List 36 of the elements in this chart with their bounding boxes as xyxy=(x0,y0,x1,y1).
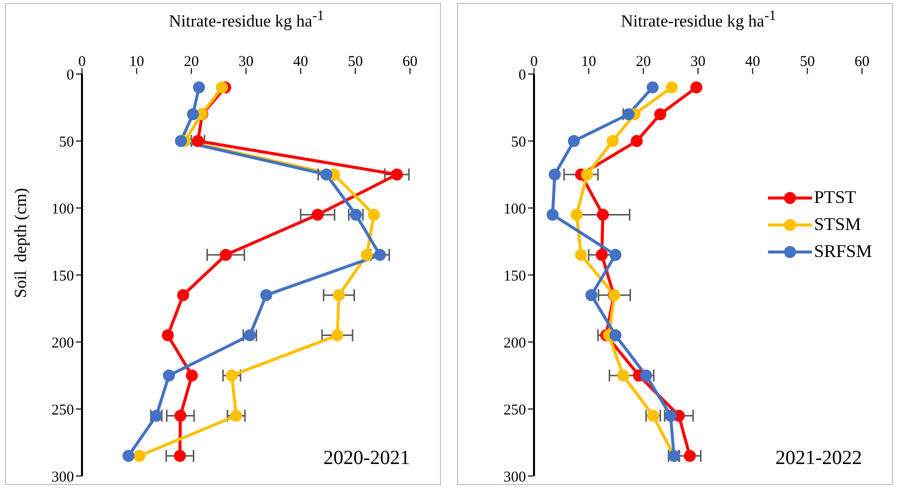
x-axis-title: Nitrate-residue kg ha$^{-1}$ xyxy=(168,8,326,32)
y-tick-label: 200 xyxy=(504,335,526,352)
x-tick-label: 40 xyxy=(293,54,308,70)
y-tick-label: 300 xyxy=(504,469,526,486)
y-tick-label: 0 xyxy=(66,67,74,84)
x-tick-label: 0 xyxy=(78,54,86,70)
x-axis-title: Nitrate-residue kg ha$^{-1}$ xyxy=(620,8,778,32)
y-tick-label: 200 xyxy=(52,335,74,352)
x-tick-label: 20 xyxy=(184,54,199,70)
annotation: 2021-2022 xyxy=(775,447,862,470)
x-tick-label: 0 xyxy=(530,54,538,70)
annotation: 2020-2021 xyxy=(323,447,410,470)
x-tick-label: 40 xyxy=(745,54,760,70)
x-tick-label: 30 xyxy=(238,54,254,70)
x-tick-label: 10 xyxy=(581,54,596,70)
y-tick-label: 250 xyxy=(52,402,74,418)
y-tick-label: 50 xyxy=(511,134,526,150)
x-tick-label: 10 xyxy=(129,54,144,70)
x-tick-label: 30 xyxy=(690,54,706,70)
x-tick-label: 60 xyxy=(854,54,870,70)
x-tick-label: 50 xyxy=(348,54,363,70)
y-tick-label: 0 xyxy=(518,67,526,84)
y-tick-label: 250 xyxy=(504,402,526,418)
y-tick-label: 50 xyxy=(59,134,74,150)
y-tick-label: 100 xyxy=(504,201,526,218)
x-tick-label: 50 xyxy=(800,54,815,70)
legend-label: STSM xyxy=(814,214,861,235)
y-axis-title: Soil depth (cm) xyxy=(11,187,31,300)
y-tick-label: 100 xyxy=(52,201,74,218)
legend-label: SRFSM xyxy=(814,241,872,262)
y-tick-label: 300 xyxy=(52,469,74,486)
x-tick-label: 20 xyxy=(636,54,651,70)
y-tick-label: 150 xyxy=(504,268,526,284)
legend-label: PTST xyxy=(814,187,856,208)
x-tick-label: 60 xyxy=(402,54,418,70)
y-tick-label: 150 xyxy=(52,268,74,284)
